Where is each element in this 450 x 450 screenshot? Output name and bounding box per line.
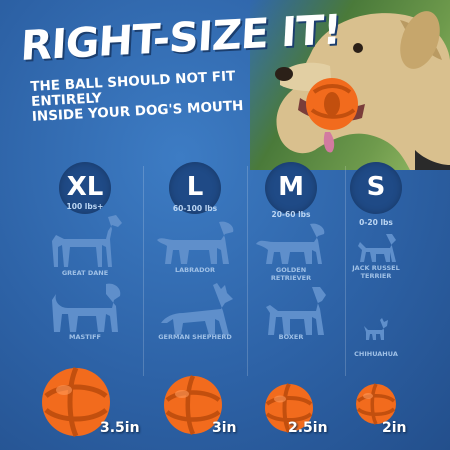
breed-bottom: GERMAN SHEPHERD xyxy=(158,333,232,341)
dog-with-ball-photo xyxy=(275,11,450,170)
mastiff-silhouette xyxy=(52,283,121,332)
size-letter: XL xyxy=(66,172,104,202)
size-badge xyxy=(59,162,111,214)
column-divider xyxy=(247,166,248,376)
weight-range: 100 lbs+ xyxy=(66,202,104,211)
size-badge xyxy=(350,162,402,214)
breed-top-line-1: JACK RUSSEL xyxy=(352,264,400,272)
size-letter: S xyxy=(366,172,386,202)
ball-size-label: 3.5in xyxy=(100,420,140,436)
breed-bottom: CHIHUAHUA xyxy=(354,350,398,358)
breed-bottom: BOXER xyxy=(278,333,304,341)
ball-size-label: 2in xyxy=(382,420,407,436)
size-column-m: M 20-60 lbs GOLDEN RETRIEVER BOXER xyxy=(248,160,345,450)
ball-size-label: 2.5in xyxy=(288,420,328,436)
ball-size-label: 3in xyxy=(212,420,237,436)
jack-russell-silhouette xyxy=(358,234,396,262)
size-chart: XL 100 lbs+ GREAT DANE MASTIFF L 60-100 … xyxy=(0,160,450,450)
weight-range: 60-100 lbs xyxy=(172,204,218,213)
german-shepherd-silhouette xyxy=(161,283,233,335)
breed-top: LABRADOR xyxy=(174,266,216,274)
size-column-s: S 0-20 lbs JACK RUSSEL TERRIER CHIHUAHUA xyxy=(346,160,450,450)
size-badge xyxy=(169,162,221,214)
size-letter: L xyxy=(186,172,204,202)
golden-retriever-silhouette xyxy=(256,223,325,264)
great-dane-silhouette xyxy=(52,215,122,267)
breed-top: JACK RUSSEL TERRIER xyxy=(336,264,416,280)
breed-top-line-1: GOLDEN xyxy=(275,266,307,274)
breed-bottom: MASTIFF xyxy=(69,333,101,341)
size-letter: M xyxy=(278,172,304,202)
breed-top: GREAT DANE xyxy=(61,269,109,277)
chihuahua-silhouette xyxy=(364,318,388,340)
column-divider xyxy=(345,166,346,376)
weight-range: 0-20 lbs xyxy=(359,218,393,227)
orange-ball xyxy=(164,375,222,435)
breed-top-line-2: RETRIEVER xyxy=(270,274,312,282)
size-column-xl: XL 100 lbs+ GREAT DANE MASTIFF xyxy=(42,160,142,450)
orange-ball xyxy=(356,383,396,425)
breed-top: GOLDEN RETRIEVER xyxy=(251,266,331,282)
orange-ball xyxy=(42,366,110,438)
weight-range: 20-60 lbs xyxy=(271,210,311,219)
size-badge xyxy=(265,162,317,214)
size-column-l: L 60-100 lbs LABRADOR GERMAN SHEPHERD xyxy=(145,160,247,450)
labrador-silhouette xyxy=(157,221,234,264)
column-divider xyxy=(143,166,144,376)
boxer-silhouette xyxy=(266,287,326,335)
breed-top-line-2: TERRIER xyxy=(360,272,392,280)
orange-ball xyxy=(265,383,313,433)
